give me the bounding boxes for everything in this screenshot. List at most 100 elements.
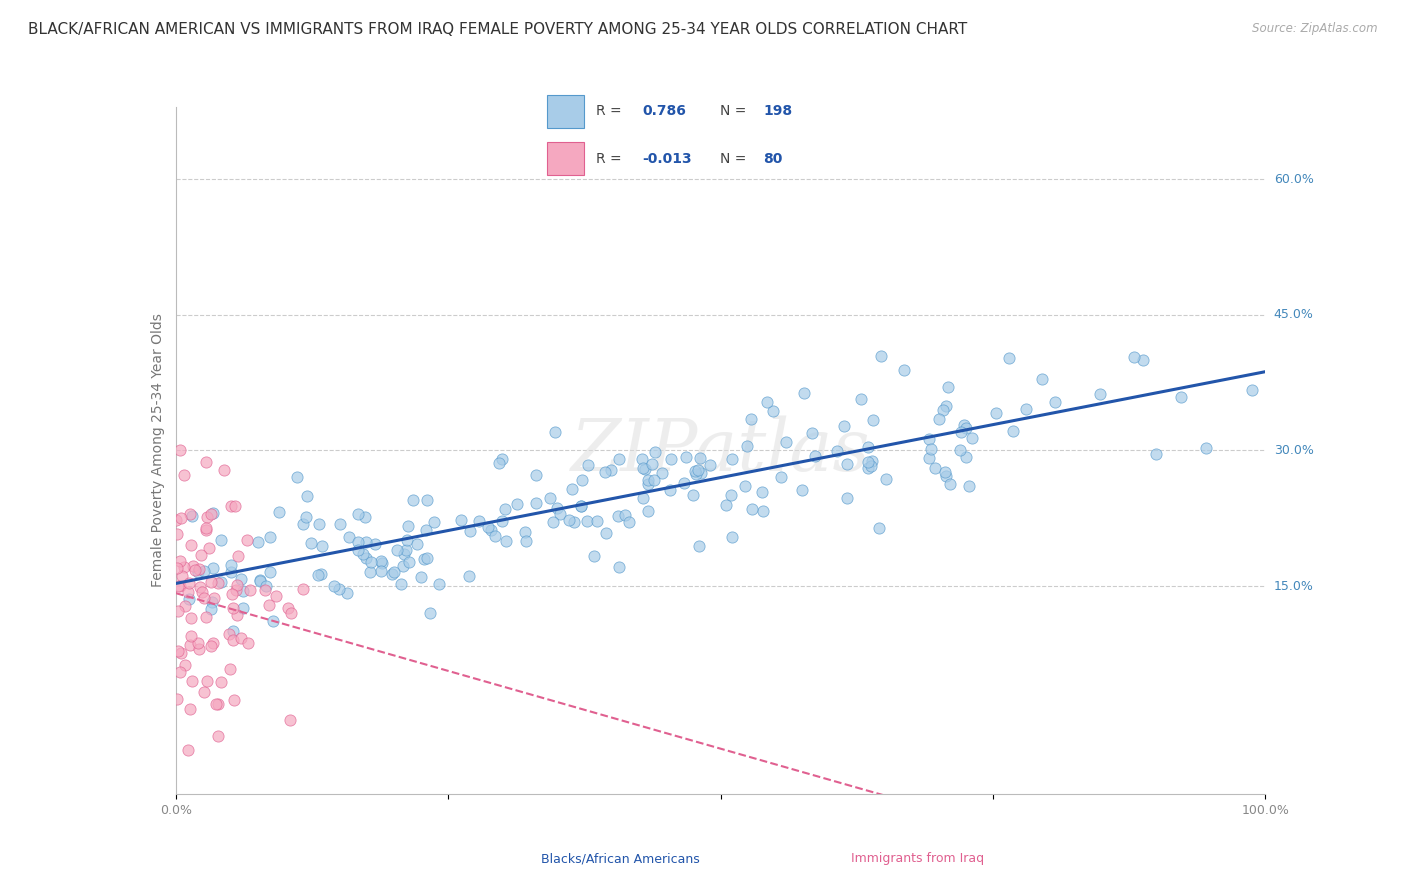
Point bbox=[837, 491, 859, 505]
Point bbox=[893, 362, 915, 376]
Point bbox=[862, 413, 884, 427]
Point bbox=[232, 601, 254, 615]
Point bbox=[562, 515, 585, 529]
Point bbox=[998, 351, 1021, 366]
Point bbox=[419, 606, 441, 620]
Point bbox=[617, 515, 640, 529]
Point bbox=[347, 508, 370, 522]
Point bbox=[297, 489, 319, 503]
Point bbox=[360, 556, 382, 570]
Point bbox=[177, 585, 200, 599]
Point bbox=[221, 624, 243, 639]
Point bbox=[347, 535, 370, 549]
Point bbox=[955, 450, 977, 465]
Point bbox=[219, 500, 242, 514]
Point bbox=[457, 569, 479, 583]
Point bbox=[957, 479, 980, 493]
Point bbox=[173, 560, 195, 574]
Point bbox=[770, 470, 793, 484]
Point bbox=[513, 524, 536, 539]
Point bbox=[917, 451, 939, 466]
Point bbox=[932, 403, 955, 417]
Point bbox=[934, 465, 956, 479]
Text: R =: R = bbox=[596, 152, 621, 166]
Point bbox=[550, 508, 572, 522]
Point bbox=[928, 412, 950, 426]
Point bbox=[491, 452, 513, 467]
Point bbox=[835, 457, 858, 471]
Point bbox=[1240, 383, 1263, 397]
Point bbox=[856, 440, 879, 454]
Point bbox=[209, 574, 232, 589]
Point bbox=[221, 587, 243, 601]
Point bbox=[177, 576, 200, 591]
Point bbox=[860, 454, 883, 468]
Point bbox=[352, 547, 374, 561]
Point bbox=[634, 461, 657, 475]
Point bbox=[412, 552, 434, 566]
Point bbox=[477, 519, 499, 533]
Point bbox=[416, 492, 439, 507]
Point bbox=[734, 479, 756, 493]
Point bbox=[524, 467, 547, 482]
Point bbox=[875, 472, 897, 486]
Point bbox=[423, 515, 446, 529]
Text: 198: 198 bbox=[763, 104, 793, 119]
Bar bbox=[547, 95, 583, 128]
Point bbox=[187, 565, 209, 579]
Point bbox=[292, 582, 315, 597]
Point bbox=[524, 496, 547, 510]
Point bbox=[190, 549, 212, 563]
Point bbox=[395, 543, 418, 558]
Point bbox=[775, 434, 797, 449]
Point bbox=[285, 470, 308, 484]
Point bbox=[488, 456, 510, 470]
Point bbox=[505, 498, 527, 512]
Point bbox=[354, 551, 377, 566]
Point bbox=[346, 542, 368, 557]
Point bbox=[416, 550, 439, 565]
Point bbox=[259, 530, 281, 544]
Point bbox=[202, 591, 225, 605]
Point bbox=[195, 521, 218, 535]
Point bbox=[569, 499, 592, 513]
Text: Blacks/African Americans: Blacks/African Americans bbox=[541, 853, 700, 865]
Point bbox=[607, 509, 630, 524]
Text: N =: N = bbox=[720, 152, 747, 166]
Point bbox=[593, 465, 616, 479]
Point bbox=[195, 523, 218, 537]
Point bbox=[181, 559, 204, 574]
Text: 15.0%: 15.0% bbox=[1274, 580, 1313, 592]
Point bbox=[170, 510, 193, 524]
Point bbox=[180, 508, 202, 523]
Point bbox=[264, 589, 287, 603]
Point bbox=[224, 692, 246, 706]
Text: 60.0%: 60.0% bbox=[1274, 173, 1313, 186]
Point bbox=[515, 533, 537, 548]
Point bbox=[173, 468, 195, 483]
Point bbox=[856, 455, 879, 469]
Point bbox=[856, 461, 879, 475]
Point bbox=[450, 513, 472, 527]
Point bbox=[292, 516, 315, 531]
Bar bbox=[547, 142, 583, 175]
Text: BLACK/AFRICAN AMERICAN VS IMMIGRANTS FROM IRAQ FEMALE POVERTY AMONG 25-34 YEAR O: BLACK/AFRICAN AMERICAN VS IMMIGRANTS FRO… bbox=[28, 22, 967, 37]
Point bbox=[239, 582, 262, 597]
Point bbox=[180, 629, 202, 643]
Point bbox=[495, 533, 517, 548]
Point bbox=[370, 564, 392, 578]
Point bbox=[337, 530, 360, 544]
Text: 30.0%: 30.0% bbox=[1274, 444, 1313, 457]
Point bbox=[402, 493, 425, 508]
Point bbox=[226, 802, 249, 816]
Point bbox=[198, 541, 221, 555]
Point bbox=[699, 458, 721, 473]
Point bbox=[644, 444, 666, 458]
Point bbox=[953, 418, 976, 433]
Point bbox=[720, 451, 742, 466]
Point bbox=[225, 608, 247, 623]
Point bbox=[194, 455, 217, 469]
Point bbox=[329, 516, 352, 531]
Point bbox=[222, 601, 245, 615]
Text: Source: ZipAtlas.com: Source: ZipAtlas.com bbox=[1253, 22, 1378, 36]
